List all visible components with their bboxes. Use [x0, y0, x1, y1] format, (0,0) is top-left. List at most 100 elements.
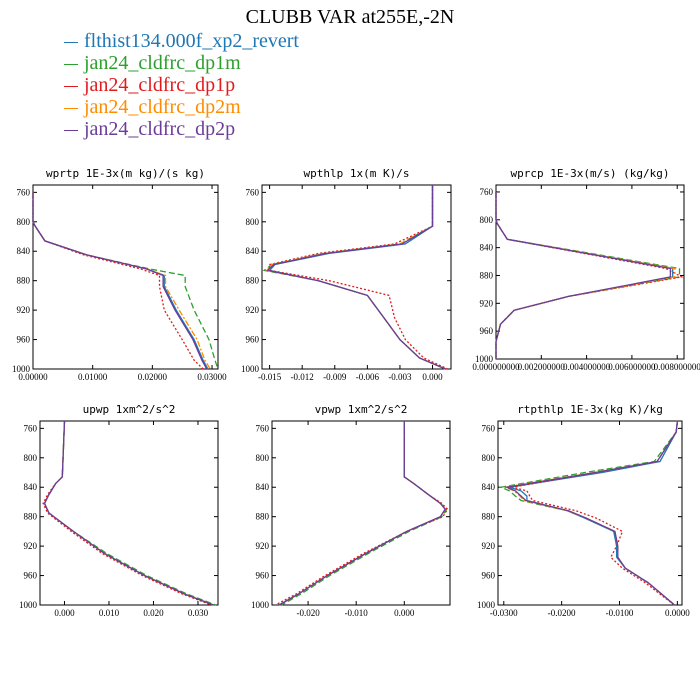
legend-entry: flthist134.000f_xp2_revert: [64, 30, 299, 52]
y-tick-label: 880: [24, 512, 38, 522]
legend-line-marker: [64, 41, 78, 43]
series-line: [42, 420, 212, 606]
plot-frame: [495, 184, 685, 360]
y-tick-label: 1000: [477, 600, 496, 610]
y-tick-label: 760: [24, 423, 38, 433]
legend-entry: jan24_cldfrc_dp2m: [64, 96, 299, 118]
plot-frame: [271, 420, 451, 606]
series-line: [43, 420, 214, 606]
series-line: [495, 192, 681, 359]
series-line: [502, 420, 679, 606]
y-tick-label: 840: [24, 482, 38, 492]
x-tick-label: -0.010: [345, 608, 369, 618]
x-tick-label: 0.020: [143, 608, 164, 618]
x-tick-label: -0.0200: [548, 608, 576, 618]
series-line: [278, 421, 447, 606]
plot-frame: [261, 184, 452, 370]
y-tick-label: 880: [256, 512, 270, 522]
figure-title: CLUBB VAR at255E,-2N: [245, 6, 455, 28]
panel-title: wprcp 1E-3x(m/s) (kg/kg): [511, 167, 670, 180]
series-line: [266, 185, 446, 370]
y-tick-label: 920: [246, 305, 260, 315]
plot-frame: [497, 420, 683, 606]
x-tick-label: 0.02000: [138, 372, 168, 382]
series-line: [43, 420, 214, 606]
x-tick-label: 0.000: [394, 608, 415, 618]
series-line: [504, 420, 679, 606]
legend-label: jan24_cldfrc_dp1m: [84, 52, 241, 74]
series-line: [43, 420, 214, 606]
y-tick-label: 840: [246, 246, 260, 256]
legend-entry: jan24_cldfrc_dp1m: [64, 52, 299, 74]
y-tick-label: 920: [256, 541, 270, 551]
series-line: [495, 192, 676, 359]
x-tick-label: 0.000: [422, 372, 443, 382]
plot-panel: vpwp 1xm^2/s^2 760 800 840 880 920 960 1000 -0.0…: [251, 403, 451, 618]
x-tick-label: 0.030: [188, 608, 209, 618]
legend-line-marker: [64, 85, 78, 87]
panel-title: wprtp 1E-3x(m kg)/(s kg): [46, 167, 205, 180]
x-tick-label: 0.00000: [18, 372, 48, 382]
y-tick-label: 960: [482, 571, 496, 581]
x-tick-label: 0.000: [54, 608, 75, 618]
panel-title: rtpthlp 1E-3x(kg K)/kg: [517, 403, 663, 416]
series-line: [498, 420, 679, 606]
legend-label: jan24_cldfrc_dp1p: [84, 74, 236, 96]
series-line: [265, 185, 446, 370]
x-tick-label: 0.002000000: [518, 362, 566, 372]
series-line: [32, 192, 208, 370]
x-tick-label: -0.020: [296, 608, 320, 618]
y-tick-label: 880: [482, 512, 496, 522]
y-tick-label: 840: [482, 482, 496, 492]
series-line: [43, 420, 217, 606]
y-tick-label: 840: [17, 246, 31, 256]
y-tick-label: 880: [480, 270, 494, 280]
plot-panel: wprtp 1E-3x(m kg)/(s kg) 760 800 840 880 920 9…: [12, 167, 227, 382]
y-tick-label: 800: [246, 217, 260, 227]
legend-entry: jan24_cldfrc_dp2p: [64, 118, 299, 140]
y-tick-label: 800: [24, 453, 38, 463]
x-tick-label: 0.01000: [78, 372, 108, 382]
y-tick-label: 920: [482, 541, 496, 551]
series-line: [32, 192, 209, 370]
legend-label: jan24_cldfrc_dp2p: [84, 118, 236, 140]
y-tick-label: 920: [24, 541, 38, 551]
plot-panel: wprcp 1E-3x(m/s) (kg/kg) 760 800 840 880 920 9…: [472, 167, 700, 372]
x-tick-label: -0.0100: [606, 608, 634, 618]
series-line: [495, 192, 684, 359]
series-line: [509, 420, 679, 606]
x-tick-label: -0.006: [356, 372, 380, 382]
series-line: [262, 185, 446, 370]
y-tick-label: 800: [482, 453, 496, 463]
x-tick-label: -0.003: [388, 372, 412, 382]
y-tick-label: 1000: [241, 364, 260, 374]
series-line: [32, 192, 204, 370]
y-tick-label: 800: [256, 453, 270, 463]
y-tick-label: 1000: [475, 354, 494, 364]
y-tick-label: 840: [256, 482, 270, 492]
y-tick-label: 760: [256, 423, 270, 433]
x-tick-label: 0.004000000: [563, 362, 611, 372]
x-tick-label: 0.008000000: [654, 362, 700, 372]
plot-panel: rtpthlp 1E-3x(kg K)/kg 760 800 840 880 920 960…: [477, 403, 690, 618]
series-line: [268, 185, 446, 370]
series-line: [268, 185, 448, 370]
legend: flthist134.000f_xp2_revert jan24_cldfrc_…: [64, 30, 299, 140]
x-tick-label: 0.03000: [197, 372, 227, 382]
y-tick-label: 1000: [19, 600, 38, 610]
x-tick-label: -0.012: [291, 372, 314, 382]
panel-title: vpwp 1xm^2/s^2: [315, 403, 408, 416]
series-line: [278, 421, 447, 606]
legend-label: flthist134.000f_xp2_revert: [84, 30, 299, 52]
legend-label: jan24_cldfrc_dp2m: [84, 96, 241, 118]
y-tick-label: 800: [17, 217, 31, 227]
x-tick-label: 0.006000000: [608, 362, 656, 372]
series-line: [281, 421, 448, 606]
plot-panel: upwp 1xm^2/s^2 760 800 840 880 920 960 1000 0.00…: [19, 403, 219, 618]
panel-title: upwp 1xm^2/s^2: [83, 403, 176, 416]
legend-entry: jan24_cldfrc_dp1p: [64, 74, 299, 96]
plot-frame: [39, 420, 219, 606]
y-tick-label: 760: [482, 423, 496, 433]
x-tick-label: 0.010: [99, 608, 120, 618]
y-tick-label: 920: [17, 305, 31, 315]
